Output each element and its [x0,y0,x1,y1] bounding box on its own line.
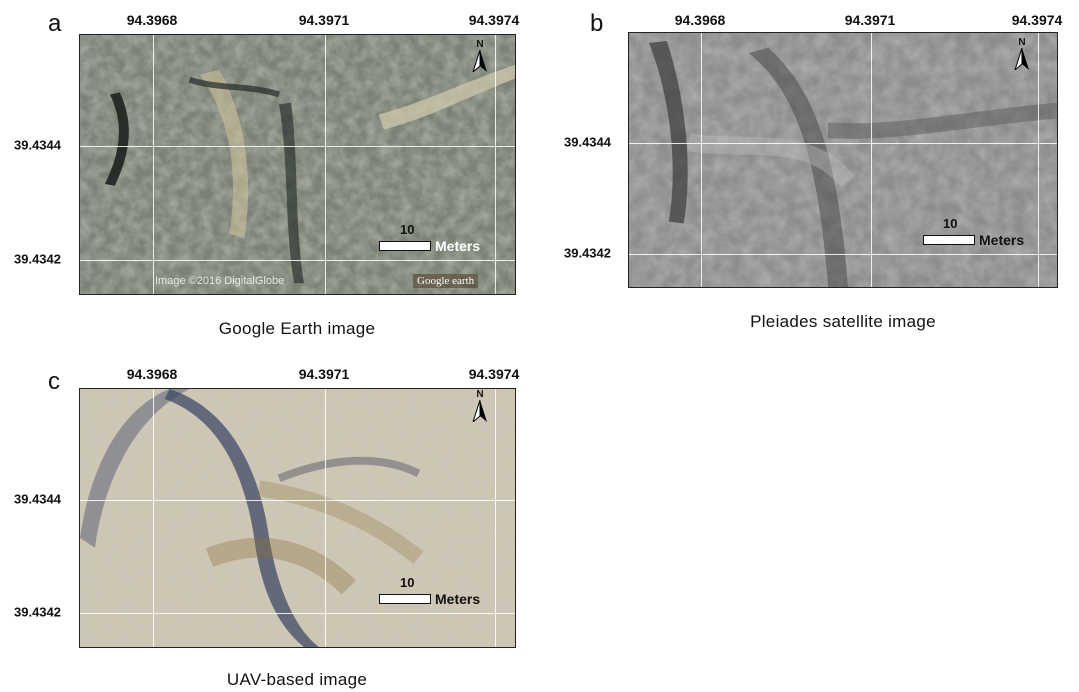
lon-label: 94.3974 [468,12,520,28]
grid-line [629,254,1057,255]
panel-label: a [48,10,62,37]
grid-line [80,613,515,614]
grid-line [495,389,496,647]
lon-label: 94.3968 [126,366,178,382]
lat-label: 39.4344 [14,137,61,153]
grid-line [701,33,702,287]
lon-label: 94.3974 [468,366,520,382]
grid-line [80,146,515,147]
lat-label: 39.4342 [14,251,61,267]
north-label: N [1018,37,1026,48]
north-arrow: N [1012,37,1032,71]
terrain-image [80,35,515,294]
lat-label: 39.4344 [564,134,611,150]
terrain-image [80,389,515,647]
panel-caption: Google Earth image [218,319,376,338]
scale-bar [379,594,431,604]
google-earth-logo: Google earth [413,274,479,288]
north-arrow: N [470,39,490,73]
image-credit: Image ©2016 DigitalGlobe [155,275,285,287]
grid-line [325,389,326,647]
north-label: N [476,389,484,400]
scale-unit: Meters [435,238,481,254]
north-arrow-icon [472,50,487,72]
lat-label: 39.4342 [564,245,611,261]
scale-value: 10 [400,575,415,590]
grid-line [629,143,1057,144]
map-image-pleiades[interactable]: N 10 Meters [628,32,1058,288]
lon-label: 94.3968 [674,12,726,28]
panel-caption: UAV-based image [226,670,368,689]
grid-line [80,260,515,261]
scale-value: 10 [943,216,958,231]
grid-line [153,35,154,294]
map-image-google-earth[interactable]: N 10 Meters Image ©2016 DigitalGlobe Goo… [79,34,516,295]
lon-label: 94.3968 [126,12,178,28]
grid-line [80,500,515,501]
north-arrow: N [470,389,490,423]
grid-line [325,35,326,294]
lon-label: 94.3971 [298,366,350,382]
map-image-uav[interactable]: N 10 Meters [79,388,516,648]
grid-line [153,389,154,647]
north-label: N [476,39,484,50]
scale-unit: Meters [435,591,481,607]
scale-value: 10 [400,222,415,237]
lon-label: 94.3971 [844,12,896,28]
lat-label: 39.4344 [14,491,61,507]
terrain-image [629,33,1057,287]
lat-label: 39.4342 [14,604,61,620]
lon-label: 94.3971 [298,12,350,28]
north-arrow-icon [472,400,487,422]
panel-caption: Pleiades satellite image [750,312,936,331]
scale-bar [923,235,975,245]
scale-bar [379,241,431,251]
grid-line [1038,33,1039,287]
grid-line [871,33,872,287]
lon-label: 94.3974 [1011,12,1063,28]
panel-label: c [48,368,60,395]
grid-line [495,35,496,294]
scale-unit: Meters [979,232,1025,248]
panel-label: b [590,10,604,37]
north-arrow-icon [1014,48,1029,70]
